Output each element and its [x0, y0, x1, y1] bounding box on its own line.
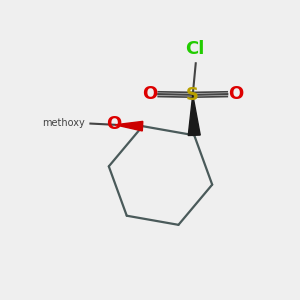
Text: Cl: Cl [185, 40, 205, 58]
Text: O: O [142, 85, 158, 103]
Text: S: S [186, 86, 199, 104]
Polygon shape [115, 122, 143, 131]
Text: O: O [228, 85, 243, 103]
Polygon shape [188, 95, 200, 136]
Text: O: O [106, 115, 121, 133]
Text: methoxy: methoxy [42, 118, 85, 128]
